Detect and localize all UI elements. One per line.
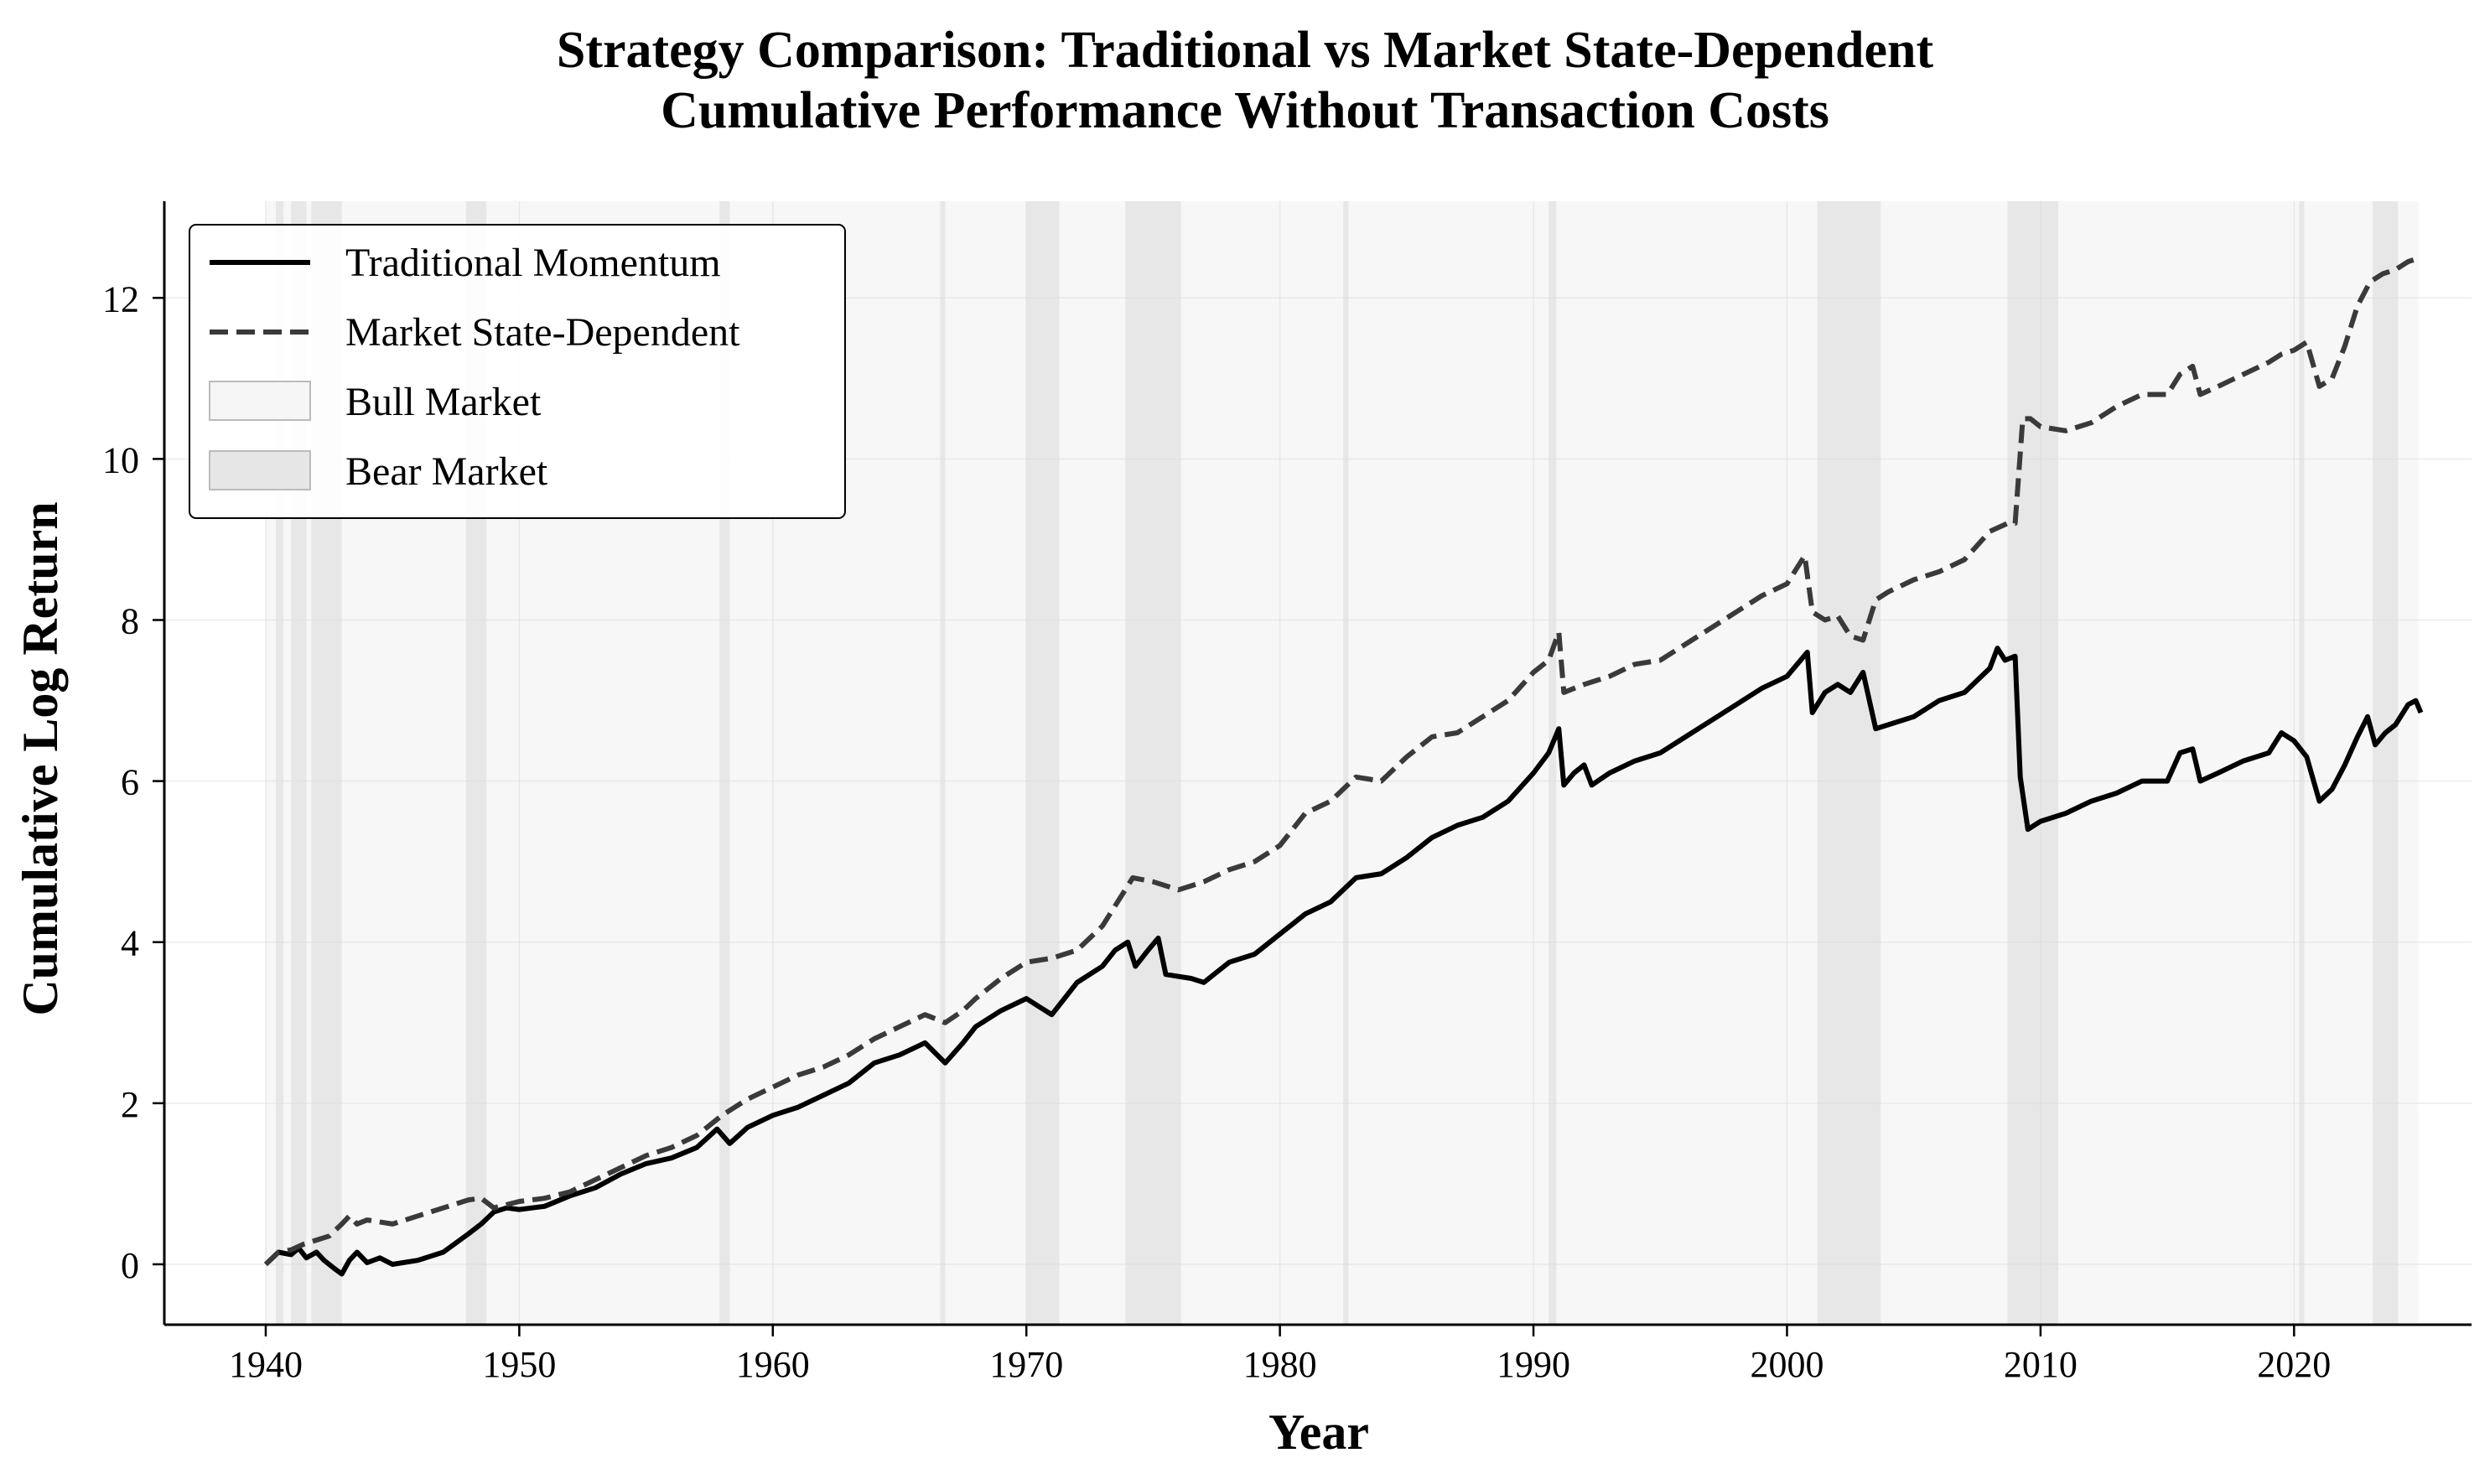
bear-market-band-13	[2373, 201, 2399, 1325]
legend-frame	[189, 224, 846, 519]
y-axis-label: Cumulative Log Return	[13, 501, 68, 1015]
x-tick-label: 2020	[2257, 1344, 2331, 1385]
axes	[163, 201, 2472, 1326]
legend-label-bull: Bull Market	[345, 380, 542, 424]
y-tick-label: 6	[121, 762, 139, 803]
series-line-traditional-momentum	[263, 646, 2424, 1277]
y-tick-label: 12	[102, 278, 139, 319]
legend-label-bear: Bear Market	[345, 449, 548, 494]
legend-label-traditional: Traditional Momentum	[345, 241, 721, 285]
bear-market-band-6	[1026, 201, 1060, 1325]
bear-market-band-11	[2007, 201, 2059, 1325]
legend-swatch-bear	[209, 450, 311, 490]
y-tick-label: 4	[121, 923, 139, 964]
chart-title-line-2: Cumulative Performance Without Transacti…	[661, 82, 1829, 139]
bear-market-band-10	[1817, 201, 1881, 1325]
chart-title-line-1: Strategy Comparison: Traditional vs Mark…	[557, 22, 1934, 79]
legend: Traditional Momentum Market State-Depend…	[189, 224, 846, 519]
bear-market-band-7	[1125, 201, 1181, 1325]
bear-market-band-9	[1548, 201, 1557, 1325]
y-tick-label: 0	[121, 1245, 139, 1286]
x-tick-label: 1970	[989, 1344, 1063, 1385]
y-tick-label: 2	[121, 1084, 139, 1125]
x-tick-label: 1950	[482, 1344, 556, 1385]
y-tick-label: 8	[121, 600, 139, 641]
x-tick-label: 1980	[1243, 1344, 1317, 1385]
legend-label-market-state: Market State-Dependent	[345, 310, 740, 355]
x-tick-label: 1990	[1497, 1344, 1570, 1385]
bear-market-band-0	[276, 201, 284, 1325]
x-tick-label: 1940	[229, 1344, 303, 1385]
bear-market-band-12	[2299, 201, 2305, 1325]
x-tick-label: 2010	[2004, 1344, 2078, 1385]
y-tick-label: 10	[102, 439, 139, 480]
series-line-market-state-dependent	[263, 255, 2422, 1267]
series-layer	[263, 255, 2424, 1277]
x-tick-label: 1960	[736, 1344, 810, 1385]
bear-market-band-8	[1343, 201, 1349, 1325]
tick-labels: 1940 1950 1960 1970 1980 1990 2000 2010 2020 0 2 4 6…	[102, 278, 2331, 1385]
legend-swatch-bull	[209, 381, 311, 421]
bear-market-band-5	[940, 201, 946, 1325]
chart-title: Strategy Comparison: Traditional vs Mark…	[557, 22, 1934, 139]
x-axis-label: Year	[1268, 1404, 1369, 1460]
x-tick-label: 2000	[1750, 1344, 1823, 1385]
